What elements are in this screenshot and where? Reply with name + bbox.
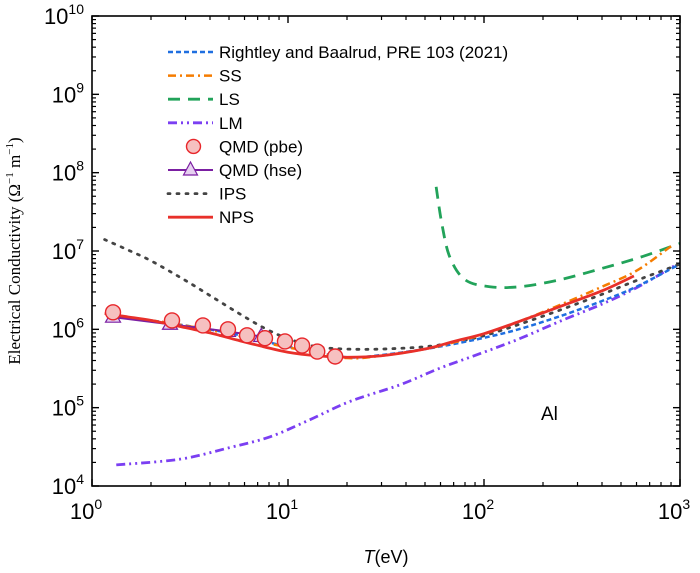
series-ls — [434, 186, 681, 289]
x-tick-label: 100 — [70, 496, 102, 524]
data-point — [163, 312, 181, 329]
data-point — [276, 333, 294, 350]
legend-label: Rightley and Baalrud, PRE 103 (2021) — [219, 43, 508, 62]
y-tick-label: 107 — [52, 236, 84, 264]
series-ss — [114, 245, 672, 360]
legend-label: LS — [219, 90, 240, 109]
x-axis-label: T(eV) — [363, 547, 408, 567]
legend-label: NPS — [219, 208, 254, 227]
x-tick-label: 101 — [266, 496, 298, 524]
axes-layer: 100 101 102 103 104 105 106 107 108 109 1010 — [44, 1, 690, 524]
plot-frame — [91, 15, 681, 487]
legend-label: IPS — [219, 185, 246, 204]
element-annotation: Al — [541, 404, 558, 425]
y-tick-label: 109 — [52, 79, 84, 107]
series-ips — [103, 238, 682, 351]
legend-item: QMD (hse) — [168, 160, 302, 180]
legend-label: QMD (pbe) — [219, 137, 303, 156]
legend-swatch — [185, 138, 202, 155]
legend-item: LS — [168, 90, 240, 109]
data-point — [194, 317, 212, 334]
data-point — [293, 337, 311, 354]
y-axis-label: Electrical Conductivity (Ω−1 m−1) — [4, 137, 24, 364]
legend-item: IPS — [166, 185, 246, 204]
y-tick-label: 106 — [52, 314, 84, 342]
legend: Rightley and Baalrud, PRE 103 (2021) SS LS… — [166, 43, 508, 227]
data-point — [309, 343, 326, 360]
data-point — [326, 348, 344, 365]
series-qmd-pbe — [104, 304, 344, 365]
y-tick-label: 105 — [52, 393, 84, 421]
series-line — [103, 238, 682, 351]
legend-item: QMD (pbe) — [185, 137, 303, 156]
data-point — [256, 330, 274, 347]
series-line — [114, 263, 681, 359]
y-tick-label: 104 — [52, 471, 84, 499]
legend-label: LM — [219, 114, 243, 133]
series-lm — [116, 263, 677, 467]
y-tick-label: 108 — [52, 158, 84, 186]
series-line — [114, 245, 672, 360]
series-nps — [104, 274, 635, 359]
data-point — [104, 304, 122, 321]
x-tick-label: 103 — [658, 496, 690, 524]
y-tick-label: 1010 — [44, 1, 84, 29]
data-point — [219, 321, 237, 338]
legend-item: NPS — [168, 208, 254, 227]
legend-swatch — [182, 160, 199, 176]
legend-item: SS — [168, 67, 242, 86]
legend-label: QMD (hse) — [219, 161, 302, 180]
x-tick-label: 102 — [462, 496, 494, 524]
legend-label: SS — [219, 67, 242, 86]
series-line — [434, 186, 681, 289]
plot-layer — [103, 186, 682, 467]
legend-item: Rightley and Baalrud, PRE 103 (2021) — [168, 43, 508, 62]
series-line — [116, 263, 677, 467]
legend-item: LM — [168, 114, 243, 133]
series-rightley-and-baalrud-pre-103-2021 — [114, 263, 681, 359]
data-point — [238, 327, 256, 344]
series-line — [104, 274, 635, 359]
